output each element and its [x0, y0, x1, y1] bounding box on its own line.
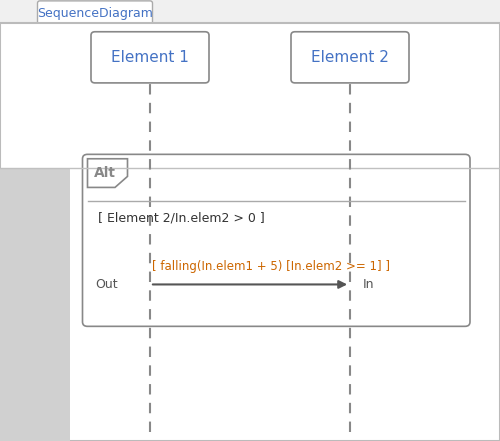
Text: [ Element 2/In.elem2 > 0 ]: [ Element 2/In.elem2 > 0 ]: [98, 212, 264, 225]
Text: Alt: Alt: [94, 166, 116, 180]
Text: [ falling(In.elem1 + 5) [In.elem2 >= 1] ]: [ falling(In.elem1 + 5) [In.elem2 >= 1] …: [152, 260, 390, 273]
Bar: [0, 168, 70, 441]
FancyBboxPatch shape: [38, 1, 152, 26]
FancyBboxPatch shape: [291, 32, 409, 83]
FancyBboxPatch shape: [82, 154, 470, 326]
Text: In: In: [362, 278, 374, 291]
Polygon shape: [88, 159, 128, 187]
FancyBboxPatch shape: [0, 23, 500, 441]
FancyBboxPatch shape: [91, 32, 209, 83]
Text: Out: Out: [95, 278, 118, 291]
Text: SequenceDiagram: SequenceDiagram: [37, 7, 153, 20]
Text: Element 2: Element 2: [311, 50, 389, 65]
Text: Element 1: Element 1: [111, 50, 189, 65]
